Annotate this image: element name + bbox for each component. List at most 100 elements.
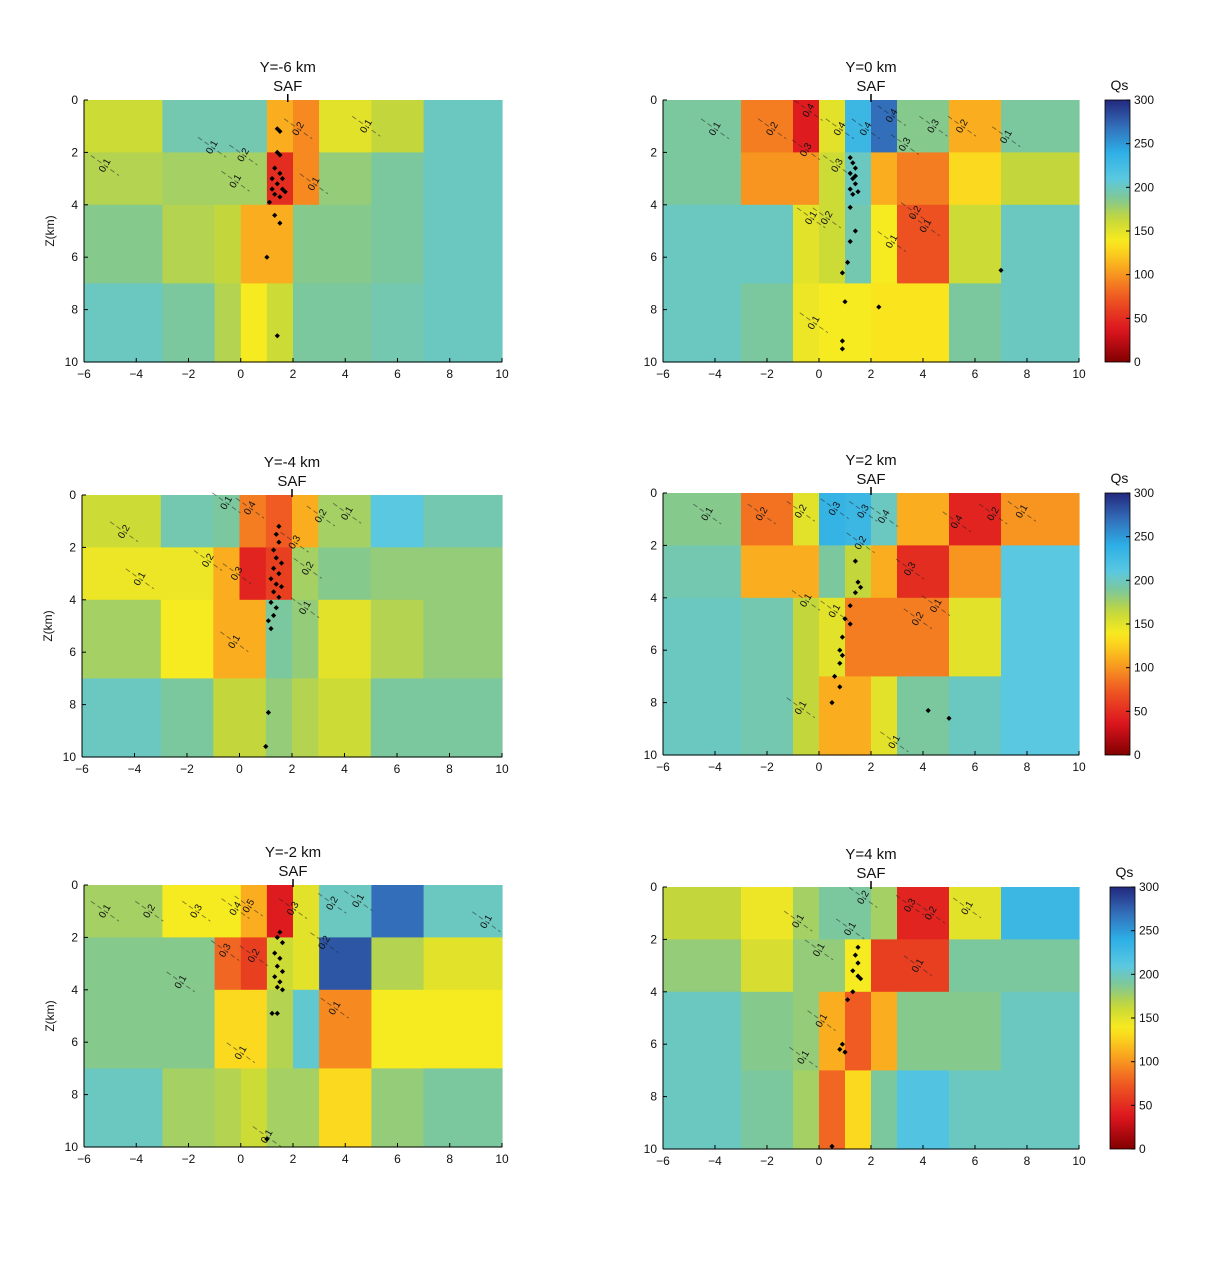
- heat-cell: [845, 1070, 872, 1150]
- heat-cell: [1001, 597, 1080, 677]
- contour-segment: [921, 595, 951, 617]
- heat-cell: [793, 545, 820, 599]
- event-marker: [277, 220, 283, 226]
- event-marker: [847, 204, 853, 210]
- event-marker: [265, 618, 271, 624]
- heat-cell: [793, 100, 820, 153]
- x-tick-label: −6: [77, 1152, 91, 1166]
- event-marker: [850, 989, 856, 995]
- x-tick-label: −2: [182, 367, 196, 381]
- event-marker: [264, 254, 270, 260]
- colorbar-tick-label: 50: [1134, 704, 1148, 718]
- event-marker: [855, 973, 861, 979]
- event-marker: [839, 338, 845, 344]
- heat-cell: [82, 547, 162, 601]
- x-tick-label: 4: [342, 1152, 349, 1166]
- heat-cell: [162, 989, 216, 1069]
- heat-cell: [214, 1068, 242, 1148]
- heat-cell: [741, 1070, 794, 1150]
- heat-cell: [949, 597, 1002, 677]
- heat-cell: [663, 597, 742, 677]
- x-tick-label: −2: [760, 760, 774, 774]
- colorbar-tick-label: 250: [1134, 530, 1154, 544]
- y-tick-label: 6: [69, 645, 76, 659]
- y-tick-label: 10: [644, 748, 658, 762]
- contour-segment: [791, 139, 821, 161]
- contour-segment: [807, 1010, 836, 1031]
- colorbar-3: Qs 0 50 100 150 200 250 300: [1109, 864, 1159, 1156]
- heat-cell: [819, 1070, 846, 1150]
- heat-cell: [319, 152, 372, 206]
- heat-cell: [741, 887, 794, 940]
- contour-segment: [109, 521, 139, 543]
- x-tick-label: 2: [868, 760, 875, 774]
- event-marker: [829, 1143, 835, 1149]
- y-tick-label: 10: [65, 1140, 79, 1154]
- heat-cell: [423, 1068, 503, 1148]
- y-tick-label: 4: [650, 198, 657, 212]
- event-marker: [842, 299, 848, 305]
- heat-cell: [949, 283, 1002, 363]
- x-tick-label: 2: [868, 1154, 875, 1168]
- heat-cell: [871, 939, 898, 993]
- event-marker: [832, 673, 838, 679]
- y-tick-label: 2: [71, 930, 78, 944]
- colorbar-2: Qs 0 50 100 150 200 250 300: [1104, 470, 1154, 762]
- colorbar-tick-label: 250: [1139, 924, 1159, 938]
- x-tick-label: 10: [1072, 1154, 1086, 1168]
- y-tick-label: 6: [71, 250, 78, 264]
- heat-cell: [319, 283, 372, 363]
- contour-segment: [757, 118, 787, 140]
- event-marker: [279, 968, 286, 975]
- y-tick-label: 8: [69, 698, 76, 712]
- contour-segment: [978, 503, 1008, 525]
- contour-segment: [332, 502, 362, 524]
- heat-cell: [423, 885, 503, 938]
- event-marker: [269, 186, 275, 192]
- heat-cell: [371, 885, 425, 938]
- heat-cell: [897, 597, 950, 677]
- event-marker: [852, 181, 858, 187]
- heat-cell: [871, 1070, 898, 1150]
- event-marker: [277, 979, 283, 985]
- contour-segment: [895, 894, 925, 916]
- contour-segment: [310, 932, 339, 953]
- heat-cell: [162, 152, 216, 206]
- heat-cell: [819, 939, 846, 993]
- heat-cell: [871, 204, 898, 284]
- x-tick-label: −2: [760, 367, 774, 381]
- contour-segment: [229, 144, 258, 166]
- x-tick-label: −2: [180, 762, 194, 776]
- x-tick-label: −4: [708, 1154, 722, 1168]
- event-marker: [847, 603, 853, 609]
- heat-cell: [319, 100, 372, 153]
- heat-cell: [318, 678, 372, 758]
- event-marker: [274, 963, 280, 969]
- heat-cell: [423, 152, 503, 206]
- x-tick-label: 6: [394, 1152, 401, 1166]
- contour-segment: [877, 105, 907, 127]
- heat-cell: [793, 493, 820, 546]
- heat-cell: [663, 152, 742, 206]
- colorbar-tick-label: 50: [1139, 1098, 1153, 1112]
- heat-cell: [663, 887, 742, 940]
- heat-cell: [319, 885, 372, 938]
- heat-cell: [897, 152, 950, 206]
- heat-cell: [318, 495, 372, 548]
- contour-segment: [916, 902, 946, 924]
- heat-cell: [819, 545, 846, 599]
- contour-segment: [783, 910, 813, 932]
- event-marker: [855, 944, 861, 950]
- x-tick-label: −4: [128, 762, 142, 776]
- contour-segment: [848, 500, 878, 522]
- contour-segment: [911, 215, 940, 237]
- colorbar-tick-label: 100: [1139, 1055, 1159, 1069]
- heat-cell: [871, 545, 898, 599]
- heat-cell: [793, 204, 820, 284]
- heat-cell: [1001, 1070, 1080, 1150]
- heat-cell: [897, 493, 950, 546]
- contour-segment: [182, 900, 211, 922]
- x-tick-label: 8: [1024, 367, 1031, 381]
- heat-cell: [819, 493, 846, 546]
